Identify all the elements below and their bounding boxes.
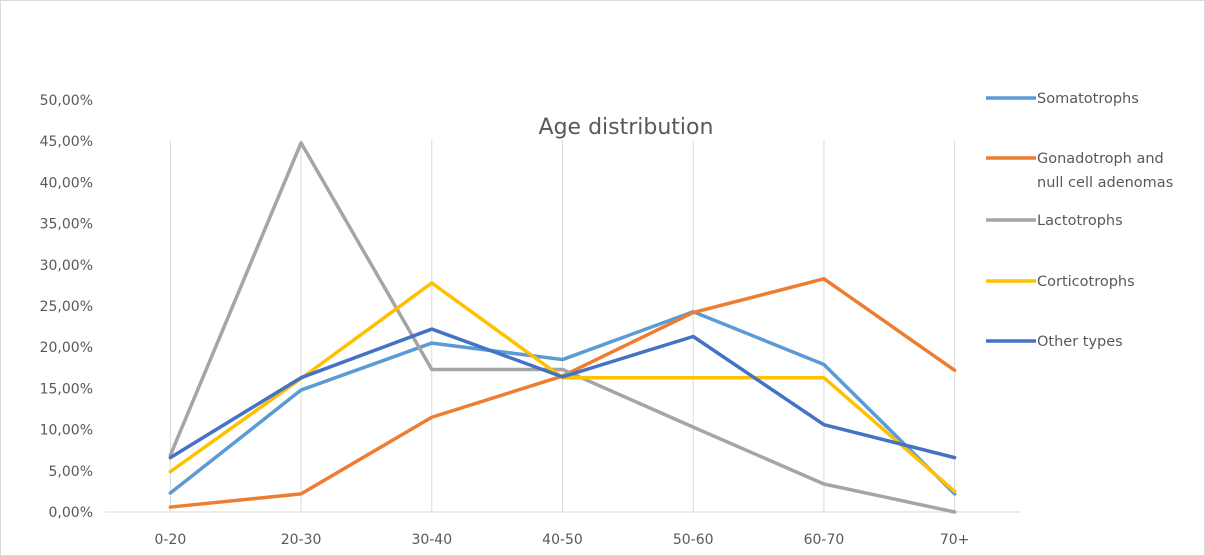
legend-item: Somatotrophs <box>986 91 1139 107</box>
y-tick-label: 50,00% <box>40 93 93 109</box>
y-tick-label: 10,00% <box>40 423 93 439</box>
y-tick-label: 45,00% <box>40 134 93 150</box>
legend-label: Lactotrophs <box>1037 213 1123 229</box>
legend-label: Other types <box>1037 334 1123 350</box>
y-tick-label: 20,00% <box>40 340 93 356</box>
chart-title: Age distribution <box>539 115 714 140</box>
legend-label: Somatotrophs <box>1037 91 1139 107</box>
y-tick-label: 0,00% <box>49 505 93 521</box>
legend-item: Corticotrophs <box>986 274 1135 290</box>
x-axis-tick-labels: 0-20 20-30 30-40 40-50 50-60 60-70 70+ <box>154 532 969 548</box>
legend: Somatotrophs Gonadotroph and null cell ade… <box>986 91 1173 350</box>
x-tick-label: 20-30 <box>281 532 322 548</box>
grid-lines <box>169 140 956 512</box>
series-line-lactotrophs <box>168 141 957 514</box>
x-tick-label: 70+ <box>940 532 970 548</box>
legend-label: Gonadotroph and null cell adenomas <box>1037 151 1173 191</box>
legend-item: Other types <box>986 334 1123 350</box>
y-axis-tick-labels: 0,00% 5,00% 10,00% 15,00% 20,00% 25,00% 30,00%… <box>40 93 93 521</box>
series-line-other-types <box>168 327 957 460</box>
y-tick-label: 25,00% <box>40 299 93 315</box>
y-tick-label: 5,00% <box>49 464 93 480</box>
y-tick-label: 35,00% <box>40 217 93 233</box>
x-tick-label: 50-60 <box>673 532 714 548</box>
legend-label: Corticotrophs <box>1037 274 1135 290</box>
x-tick-label: 30-40 <box>411 532 452 548</box>
legend-item: Lactotrophs <box>986 213 1123 229</box>
series-lines <box>168 141 957 514</box>
legend-item: Gonadotroph and null cell adenomas <box>986 151 1173 191</box>
y-tick-label: 40,00% <box>40 175 93 191</box>
x-tick-label: 0-20 <box>154 532 186 548</box>
y-tick-label: 30,00% <box>40 258 93 274</box>
x-tick-label: 60-70 <box>804 532 845 548</box>
series-line-somatotrophs <box>168 310 957 496</box>
y-tick-label: 15,00% <box>40 381 93 397</box>
x-tick-label: 40-50 <box>542 532 583 548</box>
